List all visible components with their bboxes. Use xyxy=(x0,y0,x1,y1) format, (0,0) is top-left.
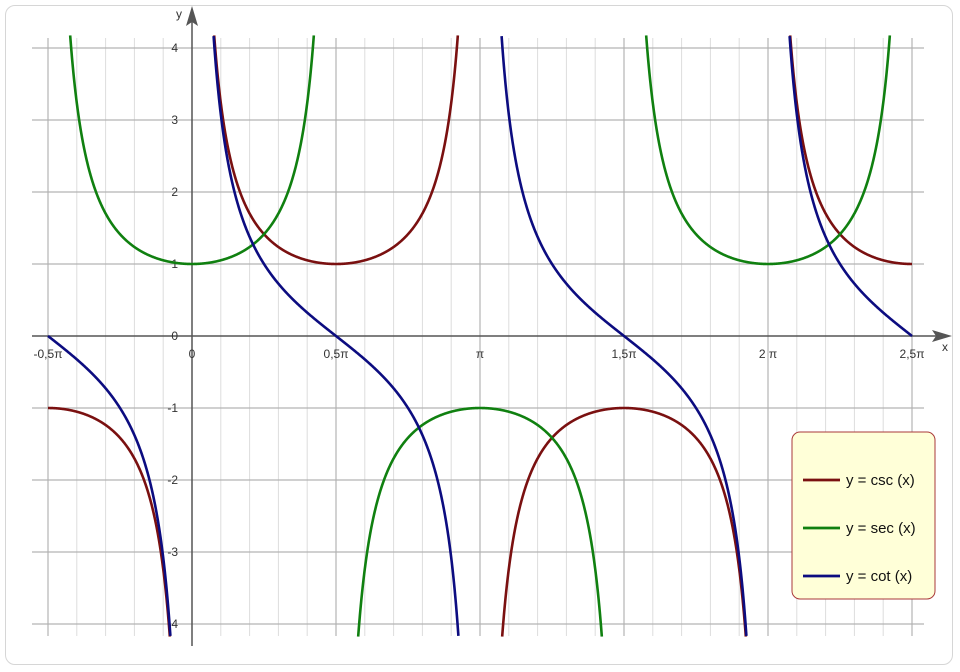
y-tick-label: 2 xyxy=(171,185,178,199)
series-line-sec xyxy=(68,35,892,637)
series-line-cot xyxy=(46,36,914,636)
x-tick-label: 0 xyxy=(189,347,196,361)
y-tick-label: 4 xyxy=(171,41,178,55)
x-tick-label: 2 π xyxy=(759,347,777,361)
legend-label: y = csc (x) xyxy=(846,472,915,489)
y-tick-label: -3 xyxy=(167,545,178,559)
legend-label: y = cot (x) xyxy=(846,568,912,585)
legend-items: y = csc (x) y = sec (x) y = cot (x) xyxy=(803,472,916,585)
series-line-csc xyxy=(46,35,914,637)
x-tick-label: π xyxy=(476,347,484,361)
x-tick-label: 0,5π xyxy=(324,347,349,361)
x-axis-label: x xyxy=(942,340,948,354)
x-tick-label: -0,5π xyxy=(34,347,63,361)
y-tick-label: -2 xyxy=(167,473,178,487)
y-tick-label: -4 xyxy=(167,617,178,631)
y-tick-label: 0 xyxy=(171,329,178,343)
legend-label: y = sec (x) xyxy=(846,520,916,537)
x-axis-arrow xyxy=(932,330,952,342)
x-tick-label: 2,5π xyxy=(900,347,925,361)
y-axis-label: y xyxy=(176,7,182,21)
grid xyxy=(32,38,924,636)
x-tick-label: 1,5π xyxy=(612,347,637,361)
legend: y = csc (x) y = sec (x) y = cot (x) xyxy=(791,431,936,600)
axes: x y xyxy=(32,6,952,646)
series-lines xyxy=(46,35,914,637)
y-axis-arrow xyxy=(186,6,198,26)
y-tick-label: -1 xyxy=(167,401,178,415)
legend-box xyxy=(791,431,936,600)
y-tick-label: 3 xyxy=(171,113,178,127)
